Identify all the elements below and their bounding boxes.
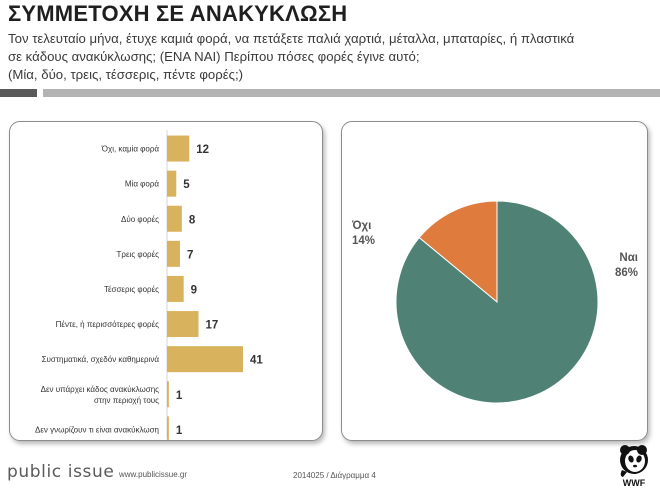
header-rule-dark xyxy=(0,89,37,97)
pie-label-ochi: Όχι xyxy=(351,220,371,232)
wwf-panda-logo: WWF xyxy=(620,445,648,488)
bar-value-label: 17 xyxy=(206,320,219,332)
bar-category-label: Δεν γνωρίζουν τι είναι ανακύκλωση xyxy=(35,425,159,434)
public-issue-logo: public issue xyxy=(7,462,115,482)
bar xyxy=(167,205,182,232)
bar-category-label: Δεν υπάρχει κάδος ανακύκλωσης xyxy=(41,385,160,394)
pie-label-nai: Ναι xyxy=(619,252,638,264)
pie-label-nai-percent: 86% xyxy=(615,267,638,279)
question-line-2: σε κάδους ανακύκλωσης; (ΕΝΑ ΝΑΙ) Περίπου… xyxy=(8,49,420,64)
pie-slice-nai xyxy=(395,200,599,404)
pie-chart: Όχι 14% Ναι 86% xyxy=(351,200,638,404)
bar-category-label: Όχι, καμία φορά xyxy=(101,145,160,154)
bar xyxy=(167,311,199,338)
bar-category-label: στην περιοχή τους xyxy=(94,396,159,405)
bar xyxy=(167,240,180,267)
bar-value-label: 1 xyxy=(176,425,183,437)
pie-slice-ochi xyxy=(418,200,498,304)
question-text: Τον τελευταίο μήνα, έτυχε καμιά φορά, να… xyxy=(8,30,653,84)
bar-value-label: 12 xyxy=(196,144,209,156)
question-line-1: Τον τελευταίο μήνα, έτυχε καμιά φορά, να… xyxy=(8,31,575,46)
bar-value-label: 41 xyxy=(250,355,263,367)
bar-value-label: 8 xyxy=(189,214,196,226)
bar-category-label: Δύο φορές xyxy=(121,215,159,224)
bar xyxy=(167,416,169,443)
bar xyxy=(167,135,190,162)
pie-chart-panel: Όχι 14% Ναι 86% xyxy=(341,121,648,441)
bar-chart-panel: Όχι, καμία φορά 12 Μία φορά 5 Δύο φορές 8 Τρει… xyxy=(9,121,323,443)
bar-category-label: Πέντε, ή περισσότερες φορές xyxy=(56,320,159,329)
footer-url: www.publicissue.gr xyxy=(119,470,188,479)
bar xyxy=(167,346,243,373)
bar-value-label: 7 xyxy=(187,249,193,261)
pie-label-ochi-percent: 14% xyxy=(352,235,375,247)
bar-category-label: Τρεις φορές xyxy=(117,250,160,259)
bar xyxy=(167,275,184,302)
bar-category-label: Μία φορά xyxy=(125,180,159,189)
question-line-3: (Μία, δύο, τρεις, τέσσερις, πέντε φορές;… xyxy=(8,67,244,82)
bar-chart: Όχι, καμία φορά 12 Μία φορά 5 Δύο φορές 8 Τρει… xyxy=(35,130,263,443)
bar-value-label: 9 xyxy=(191,284,197,296)
bar-value-label: 1 xyxy=(176,390,183,402)
wwf-logo-text: WWF xyxy=(623,478,646,488)
page-title: ΣΥΜΜΕΤΟΧΗ ΣΕ ΑΝΑΚΥΚΛΩΣΗ xyxy=(8,1,348,26)
bar xyxy=(167,381,169,408)
bar-category-label: Συστηματικά, σχεδόν καθημερινά xyxy=(42,355,160,364)
bar xyxy=(167,170,177,197)
bar-value-label: 5 xyxy=(183,179,190,191)
footer-chart-code: 2014025 / Διάγραμμα 4 xyxy=(293,471,376,480)
bar-category-label: Τέσσερις φορές xyxy=(104,285,159,294)
header-rule-light xyxy=(43,89,660,97)
